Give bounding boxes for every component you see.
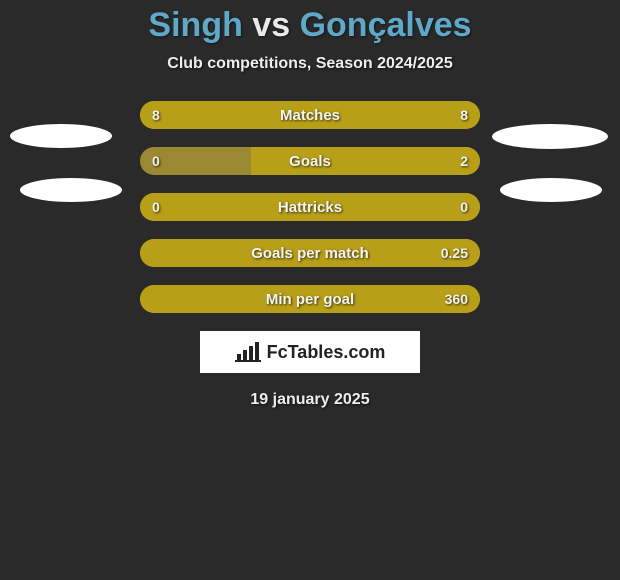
stat-row: Goals0 2 [140, 147, 480, 175]
team-logo-placeholder [10, 124, 112, 148]
comparison-title: Singh vs Gonçalves [0, 6, 620, 45]
stat-value-left: 8 [152, 101, 160, 129]
bar-chart-icon [235, 342, 261, 362]
stat-value-right: 0.25 [441, 239, 468, 267]
vs-label: vs [252, 6, 290, 44]
team-logo-placeholder [492, 124, 608, 149]
brand-box[interactable]: FcTables.com [200, 331, 420, 373]
stat-value-right: 8 [460, 101, 468, 129]
player1-name: Singh [148, 6, 242, 44]
widget-root: Singh vs Gonçalves Club competitions, Se… [0, 0, 620, 409]
stat-row: Goals per match0.25 [140, 239, 480, 267]
stat-value-left: 0 [152, 193, 160, 221]
stat-value-right: 2 [460, 147, 468, 175]
stat-row: Hattricks0 0 [140, 193, 480, 221]
stat-row: Min per goal360 [140, 285, 480, 313]
stat-label: Hattricks [140, 193, 480, 221]
brand-text: FcTables.com [267, 342, 386, 363]
stat-row: Matches8 8 [140, 101, 480, 129]
subtitle: Club competitions, Season 2024/2025 [0, 55, 620, 73]
stat-rows: Matches88Goals02Hattricks00Goals per mat… [140, 101, 480, 313]
date-line: 19 january 2025 [0, 391, 620, 409]
player2-name: Gonçalves [300, 6, 472, 44]
team-logo-placeholder [20, 178, 122, 202]
stat-label: Matches [140, 101, 480, 129]
stat-value-right: 360 [445, 285, 468, 313]
stat-label: Goals [140, 147, 480, 175]
stat-value-left: 0 [152, 147, 160, 175]
stat-label: Goals per match [140, 239, 480, 267]
stat-value-right: 0 [460, 193, 468, 221]
team-logo-placeholder [500, 178, 602, 202]
stat-label: Min per goal [140, 285, 480, 313]
